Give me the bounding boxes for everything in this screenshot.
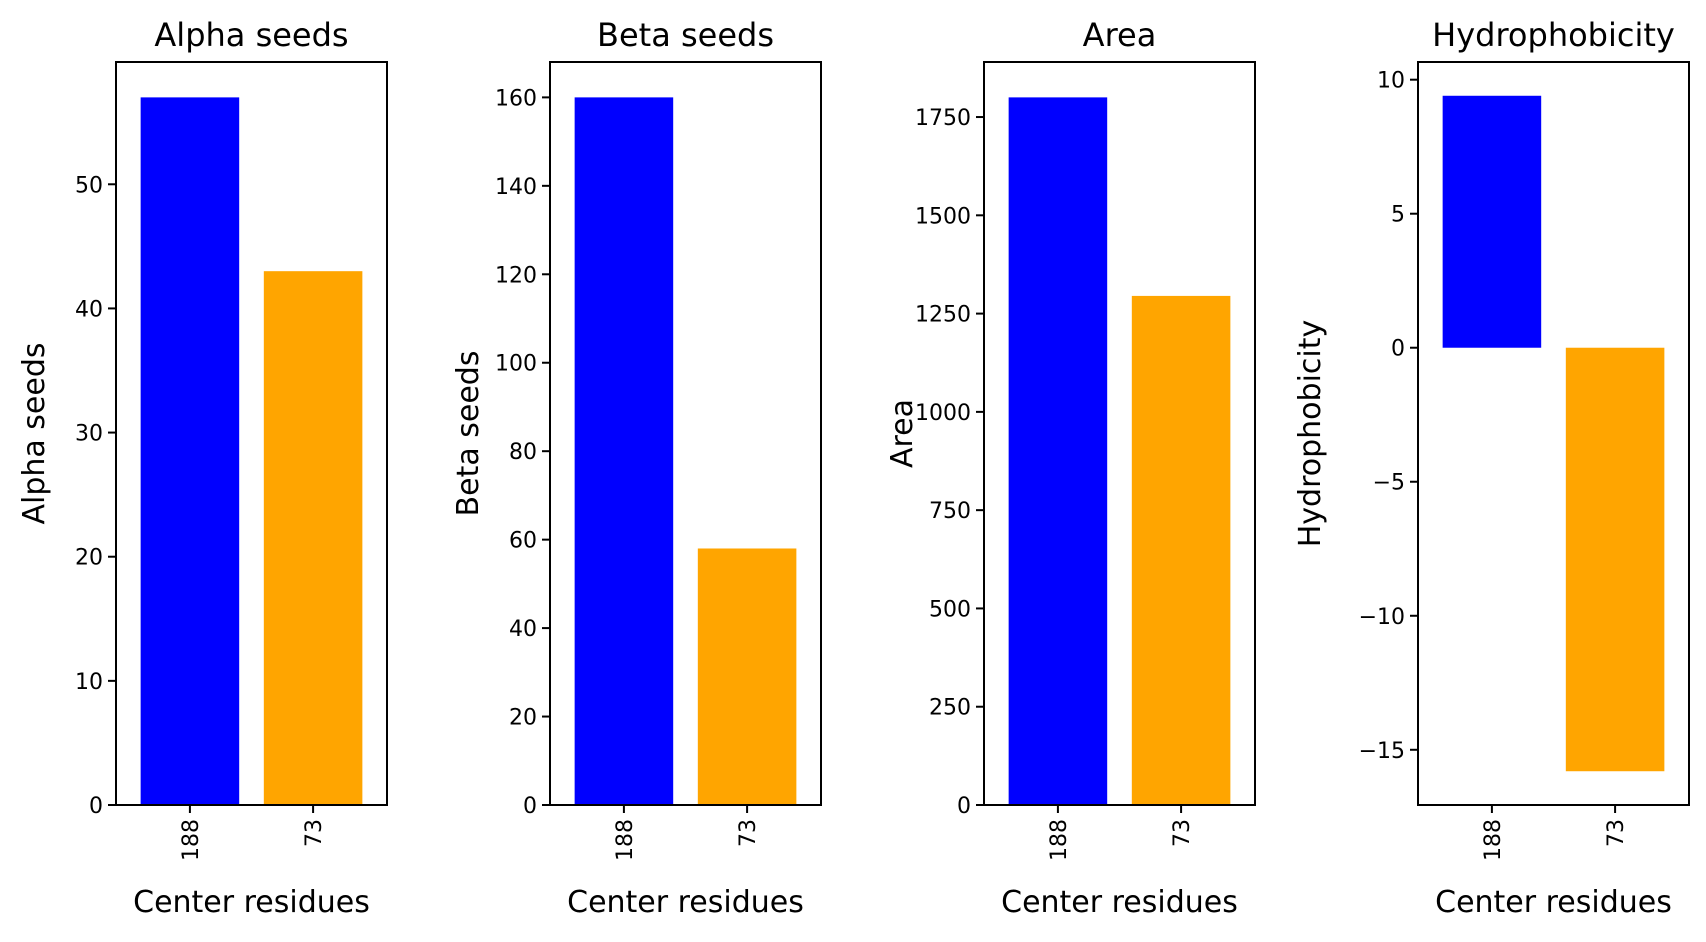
y-tick-label: 100 [495, 352, 537, 377]
y-tick-label: 0 [957, 794, 971, 819]
bar-73 [1131, 295, 1231, 805]
x-tick-label: 188 [1481, 819, 1506, 861]
y-tick-label: 750 [929, 499, 971, 524]
y-tick-label: 40 [509, 617, 537, 642]
x-axis-label: Center residues [1001, 885, 1238, 920]
axes-frame [1417, 61, 1690, 806]
y-tick-label: 140 [495, 175, 537, 200]
axes-frame [549, 61, 822, 806]
chart-title: Hydrophobicity [1432, 16, 1675, 54]
bar-73 [263, 271, 363, 805]
y-tick-label: 10 [1377, 69, 1405, 94]
y-tick-label: 0 [1391, 337, 1405, 362]
y-tick-label: 160 [495, 86, 537, 111]
bar-73 [697, 548, 797, 805]
y-tick-label: 30 [75, 422, 103, 447]
x-tick-label: 188 [1047, 819, 1072, 861]
y-tick-label: 1000 [915, 401, 971, 426]
y-tick-label: 50 [75, 173, 103, 198]
y-tick-label: 60 [509, 529, 537, 554]
y-tick-label: 40 [75, 297, 103, 322]
y-tick-label: 10 [75, 670, 103, 695]
y-axis-label: Area [885, 399, 920, 468]
y-tick-label: −15 [1359, 739, 1405, 764]
bar-188 [1008, 97, 1108, 805]
chart-title: Beta seeds [597, 16, 774, 54]
x-tick-label: 73 [302, 819, 327, 847]
y-tick-label: 1500 [915, 204, 971, 229]
y-tick-label: 0 [523, 794, 537, 819]
y-axis-label: Alpha seeds [17, 342, 52, 524]
axes-frame [983, 61, 1256, 806]
y-tick-label: 120 [495, 263, 537, 288]
x-axis-label: Center residues [1435, 885, 1672, 920]
x-tick-label: 73 [1604, 819, 1629, 847]
y-axis-label: Beta seeds [451, 351, 486, 517]
bar-73 [1565, 347, 1665, 772]
y-tick-label: 20 [509, 706, 537, 731]
y-tick-label: 1250 [915, 303, 971, 328]
y-tick-label: 5 [1391, 203, 1405, 228]
y-tick-label: 20 [75, 546, 103, 571]
y-tick-label: 80 [509, 440, 537, 465]
x-tick-label: 73 [1170, 819, 1195, 847]
chart-title: Alpha seeds [154, 16, 348, 54]
x-axis-label: Center residues [567, 885, 804, 920]
y-tick-label: 0 [89, 794, 103, 819]
y-tick-label: −5 [1373, 471, 1405, 496]
y-tick-label: 250 [929, 696, 971, 721]
x-axis-label: Center residues [133, 885, 370, 920]
y-axis-label: Hydrophobicity [1293, 320, 1328, 548]
bar-188 [140, 97, 240, 805]
x-tick-label: 188 [179, 819, 204, 861]
chart-title: Area [1083, 16, 1157, 54]
bar-188 [574, 97, 674, 805]
y-tick-label: 1750 [915, 106, 971, 131]
bar-188 [1442, 95, 1542, 348]
x-tick-label: 73 [736, 819, 761, 847]
y-tick-label: 500 [929, 597, 971, 622]
x-tick-label: 188 [613, 819, 638, 861]
y-tick-label: −10 [1359, 605, 1405, 630]
